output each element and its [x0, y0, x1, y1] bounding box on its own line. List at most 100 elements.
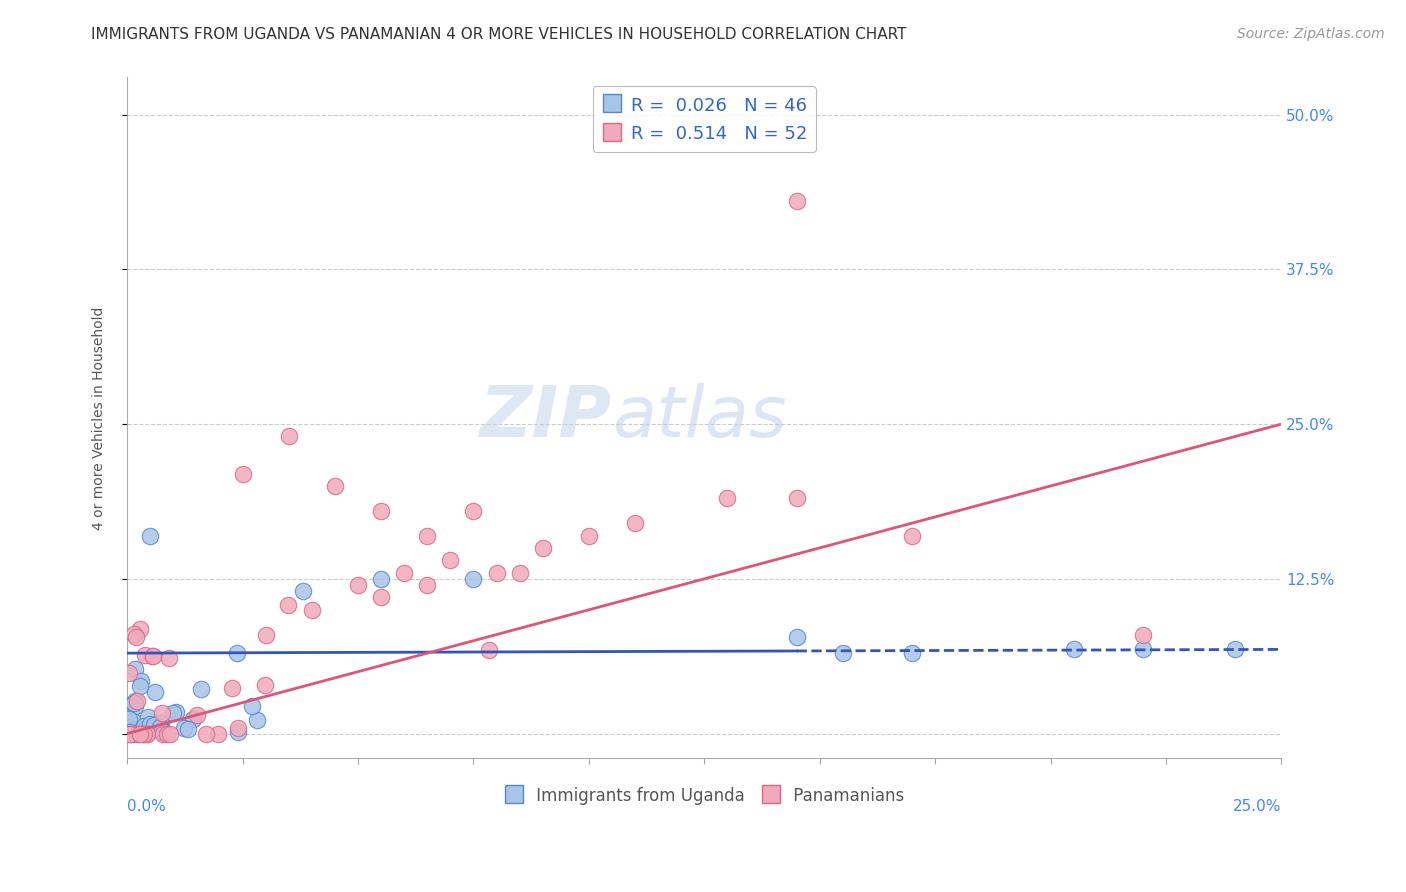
Point [149, 721, 172, 735]
Point [129, 725, 152, 739]
Point [139, 528, 162, 542]
Point [463, 504, 485, 518]
Point [121, 723, 143, 737]
Point [159, 726, 181, 740]
Point [190, 681, 212, 696]
Point [277, 598, 299, 612]
Point [142, 718, 165, 732]
Text: atlas: atlas [612, 384, 786, 452]
Point [207, 726, 229, 740]
Point [181, 712, 204, 726]
Point [221, 681, 243, 696]
Point [150, 706, 173, 721]
Point [120, 726, 142, 740]
Point [150, 723, 173, 738]
Point [578, 528, 600, 542]
Point [232, 467, 254, 481]
Point [141, 649, 163, 664]
Point [509, 566, 531, 580]
Point [1132, 642, 1154, 657]
Point [142, 649, 165, 664]
Point [134, 648, 156, 662]
Point [165, 705, 187, 719]
Point [128, 679, 150, 693]
Point [370, 591, 392, 605]
Point [134, 726, 156, 740]
Text: 25.0%: 25.0% [1233, 799, 1281, 814]
Legend:  Immigrants from Uganda,  Panamanians: Immigrants from Uganda, Panamanians [498, 780, 911, 812]
Point [416, 578, 439, 592]
Point [439, 553, 461, 567]
Point [786, 630, 808, 644]
Point [122, 726, 145, 740]
Point [150, 724, 173, 739]
Point [122, 724, 145, 739]
Point [347, 578, 370, 592]
Point [136, 709, 159, 723]
Point [485, 566, 508, 580]
Point [152, 726, 174, 740]
Point [122, 714, 145, 728]
Y-axis label: 4 or more Vehicles in Household: 4 or more Vehicles in Household [93, 306, 107, 530]
Text: Source: ZipAtlas.com: Source: ZipAtlas.com [1237, 27, 1385, 41]
Point [134, 720, 156, 734]
Point [416, 528, 439, 542]
Point [124, 694, 146, 708]
Point [1225, 642, 1247, 657]
Point [173, 721, 195, 735]
Point [118, 665, 141, 680]
Point [162, 706, 184, 721]
Point [143, 685, 166, 699]
Text: ZIP: ZIP [479, 384, 612, 452]
Point [132, 719, 155, 733]
Point [1132, 627, 1154, 641]
Point [228, 721, 250, 735]
Point [124, 631, 146, 645]
Point [118, 726, 141, 740]
Point [478, 643, 501, 657]
Point [786, 194, 808, 209]
Point [1063, 642, 1085, 657]
Point [254, 627, 277, 641]
Point [127, 726, 149, 740]
Point [624, 516, 647, 530]
Point [157, 651, 180, 665]
Point [195, 726, 218, 740]
Point [118, 712, 141, 726]
Point [254, 678, 277, 692]
Point [124, 698, 146, 713]
Point [177, 723, 200, 737]
Point [463, 572, 485, 586]
Point [122, 697, 145, 711]
Point [118, 726, 141, 740]
Point [149, 715, 172, 730]
Point [118, 725, 141, 739]
Point [901, 646, 924, 660]
Point [370, 572, 392, 586]
Point [277, 429, 299, 443]
Point [124, 662, 146, 676]
Point [228, 724, 250, 739]
Point [127, 694, 149, 708]
Point [226, 646, 249, 660]
Point [128, 726, 150, 740]
Point [186, 707, 208, 722]
Point [531, 541, 554, 555]
Point [136, 726, 159, 740]
Point [323, 479, 346, 493]
Point [156, 726, 179, 740]
Point [136, 726, 159, 740]
Point [122, 627, 145, 641]
Point [132, 726, 155, 740]
Point [901, 528, 924, 542]
Point [245, 713, 267, 727]
Point [125, 723, 148, 737]
Text: 0.0%: 0.0% [127, 799, 166, 814]
Point [129, 622, 152, 636]
Point [370, 504, 392, 518]
Point [786, 491, 808, 506]
Point [150, 721, 173, 735]
Point [831, 646, 853, 660]
Text: IMMIGRANTS FROM UGANDA VS PANAMANIAN 4 OR MORE VEHICLES IN HOUSEHOLD CORRELATION: IMMIGRANTS FROM UGANDA VS PANAMANIAN 4 O… [91, 27, 907, 42]
Point [301, 603, 323, 617]
